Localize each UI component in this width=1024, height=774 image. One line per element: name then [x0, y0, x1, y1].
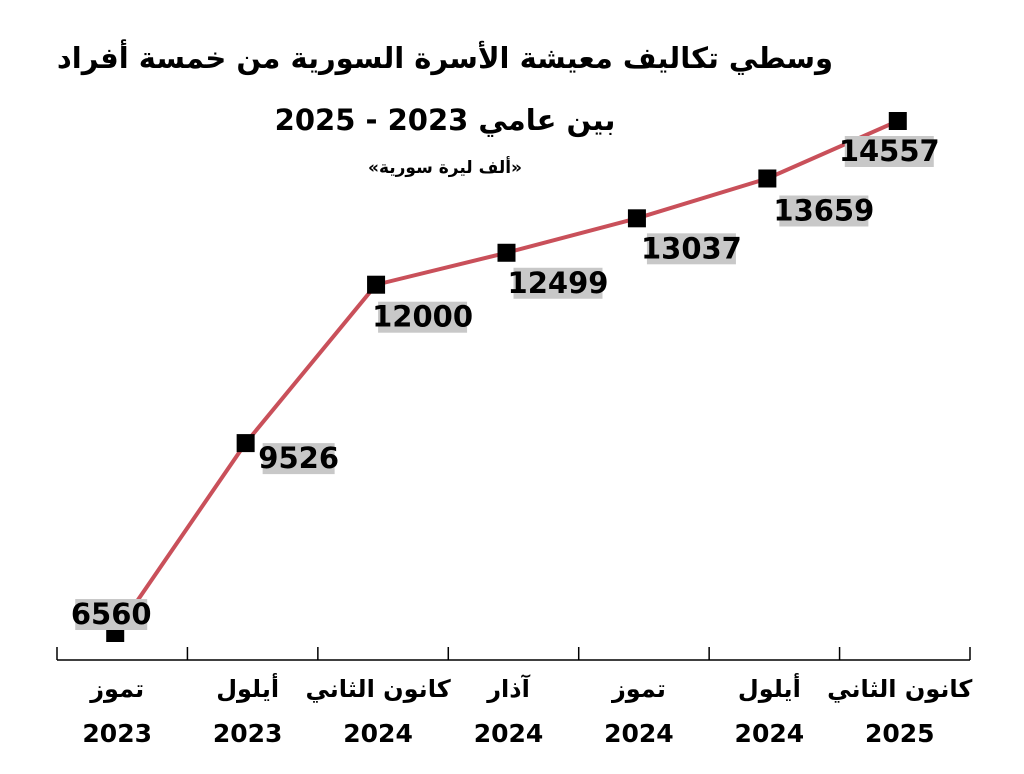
label-box	[779, 195, 869, 227]
x-tick-label: 2024	[735, 719, 805, 748]
x-tick-label: كانون الثاني	[305, 675, 450, 703]
data-label: 12000	[372, 300, 473, 334]
x-tick-label: أيلول	[738, 673, 801, 703]
data-label: 12499	[508, 266, 609, 300]
chart-title: وسطي تكاليف معيشة الأسرة السورية من خمسة…	[57, 39, 833, 75]
x-tick-label: 2024	[604, 719, 674, 748]
label-box	[75, 599, 148, 630]
marker	[888, 112, 907, 130]
chart-subtitle: بين عامي 2023 - 2025	[275, 103, 616, 137]
unit-label: «ألف ليرة سورية»	[368, 156, 522, 178]
data-label: 13659	[773, 193, 874, 227]
data-label: 6560	[71, 597, 152, 631]
x-tick-label: كانون الثاني	[827, 675, 972, 703]
label-box	[646, 233, 736, 265]
marker	[236, 434, 255, 453]
data-label: 14557	[839, 134, 940, 168]
x-tick-label: أيلول	[216, 673, 279, 703]
x-tick-label: آذار	[486, 674, 530, 703]
x-tick-label: 2024	[343, 719, 413, 748]
x-tick-label: 2023	[82, 719, 152, 748]
marker	[758, 169, 777, 188]
x-tick-label: تموز	[89, 675, 144, 703]
label-box	[844, 136, 934, 167]
marker	[497, 243, 516, 262]
x-tick-label: تموز	[611, 675, 666, 703]
label-box	[262, 443, 335, 475]
marker	[367, 275, 386, 294]
data-label: 13037	[641, 231, 742, 265]
data-label: 9526	[258, 441, 339, 475]
x-tick-label: 2025	[865, 719, 935, 748]
x-tick-label: 2024	[474, 719, 544, 748]
label-box	[378, 301, 468, 333]
x-tick-label: 2023	[213, 719, 283, 748]
marker	[627, 209, 646, 228]
label-box	[513, 267, 603, 299]
